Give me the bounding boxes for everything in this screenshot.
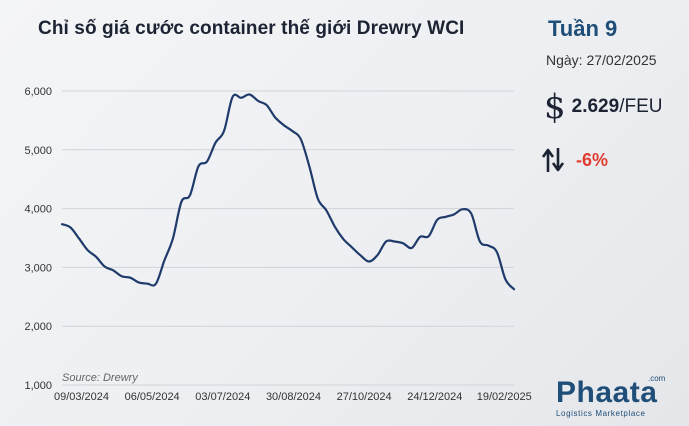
logo-tagline: Logistics Marketplace xyxy=(556,409,646,418)
change-value: -6% xyxy=(576,149,609,170)
x-tick-label: 19/02/2025 xyxy=(477,391,532,403)
price-summary: $ 2.629 /FEU xyxy=(544,88,662,126)
x-tick-label: 30/08/2024 xyxy=(266,391,321,403)
y-axis-ticks: 1,000 2,000 3,000 4,000 5,000 6,000 xyxy=(24,86,52,392)
y-tick-label: 6,000 xyxy=(24,86,52,98)
series-line xyxy=(60,93,516,291)
y-tick-label: 5,000 xyxy=(24,145,52,157)
y-tick-label: 2,000 xyxy=(24,321,52,333)
logo-name: Phaata xyxy=(556,376,658,409)
price-unit: /FEU xyxy=(619,96,663,117)
change-summary: -6% xyxy=(540,142,608,178)
x-axis-ticks: 09/03/2024 06/05/2024 03/07/2024 30/08/2024… xyxy=(54,391,532,403)
up-down-arrows-icon xyxy=(541,148,565,172)
x-tick-label: 03/07/2024 xyxy=(195,391,250,403)
logo-com: .com xyxy=(648,374,666,383)
source-note: Source: Drewry xyxy=(62,372,138,384)
y-tick-label: 3,000 xyxy=(24,262,52,274)
x-tick-label: 09/03/2024 xyxy=(54,391,109,403)
week-label: Tuần 9 xyxy=(548,16,618,41)
y-tick-label: 4,000 xyxy=(24,204,52,216)
y-tick-label: 1,000 xyxy=(24,380,52,392)
phaata-logo: Phaata .com Logistics Marketplace xyxy=(556,374,665,418)
chart-gridlines xyxy=(62,90,514,386)
chart-title: Chỉ số giá cước container thế giới Drewr… xyxy=(38,18,465,39)
dollar-icon: $ xyxy=(544,87,566,127)
x-tick-label: 06/05/2024 xyxy=(125,391,180,403)
x-tick-label: 27/10/2024 xyxy=(337,391,392,403)
price-value: 2.629 xyxy=(571,96,620,117)
date-label: Ngày: 27/02/2025 xyxy=(546,52,657,68)
x-tick-label: 24/12/2024 xyxy=(407,391,462,403)
